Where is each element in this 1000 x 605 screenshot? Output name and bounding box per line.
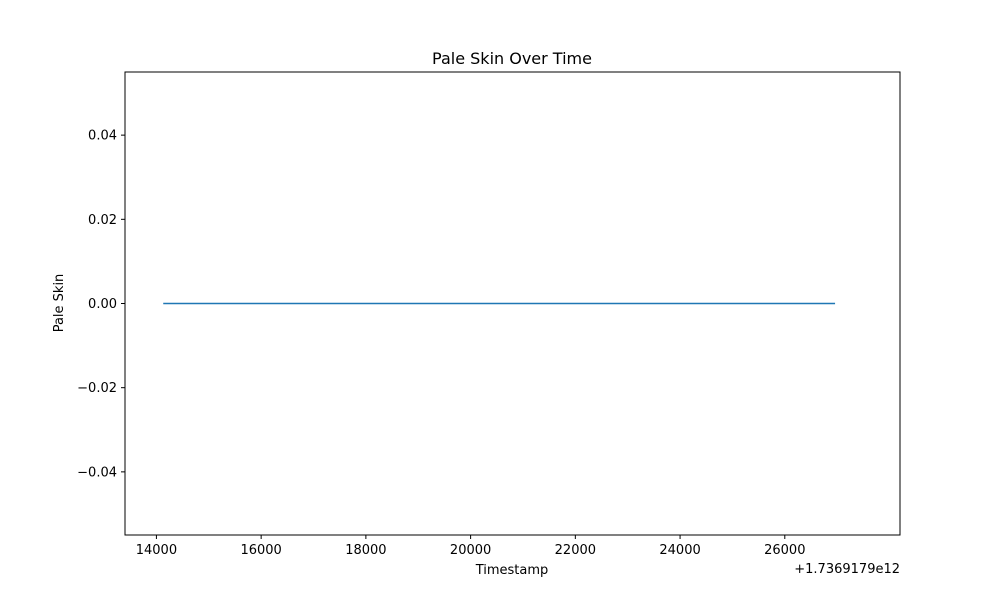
x-tick-label: 16000 xyxy=(240,543,281,558)
chart-title: Pale Skin Over Time xyxy=(432,49,592,68)
x-tick-label: 24000 xyxy=(659,543,700,558)
y-axis: 0.04 0.02 0.00 −0.02 −0.04 xyxy=(77,129,125,480)
x-axis-label: Timestamp xyxy=(475,563,549,578)
x-axis: 14000 16000 18000 20000 22000 24000 26000 xyxy=(136,535,805,558)
x-tick-label: 26000 xyxy=(764,543,805,558)
y-tick-label: 0.00 xyxy=(88,297,117,312)
x-axis-offset-label: +1.7369179e12 xyxy=(794,562,900,577)
x-tick-label: 22000 xyxy=(555,543,596,558)
x-tick-label: 14000 xyxy=(136,543,177,558)
y-axis-label: Pale Skin xyxy=(52,274,67,333)
x-tick-label: 20000 xyxy=(450,543,491,558)
x-tick-label: 18000 xyxy=(345,543,386,558)
y-tick-label: −0.04 xyxy=(77,465,117,480)
y-tick-label: −0.02 xyxy=(77,381,117,396)
y-tick-label: 0.02 xyxy=(88,213,117,228)
y-tick-label: 0.04 xyxy=(88,129,117,144)
